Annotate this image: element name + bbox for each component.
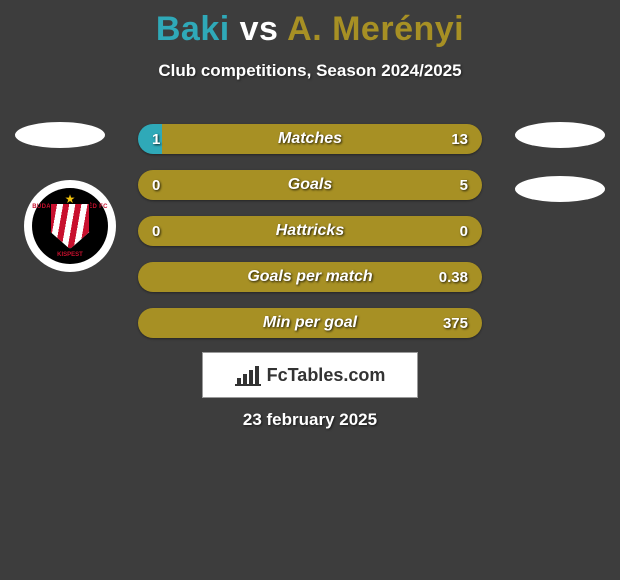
comparison-title: Baki vs A. Merényi <box>0 0 620 49</box>
badge-text-bottom: KISPEST <box>57 252 83 258</box>
stat-row-hattricks: 00Hattricks <box>138 216 482 246</box>
stat-row-goals-per-match: 0.38Goals per match <box>138 262 482 292</box>
title-player-left: Baki <box>156 10 230 48</box>
club-badge-inner: ★ BUDAPEST HONVÉD FC KISPEST <box>32 188 108 264</box>
title-vs: vs <box>230 10 287 48</box>
player-left-club-badge: ★ BUDAPEST HONVÉD FC KISPEST <box>24 180 116 272</box>
brand-text: FcTables.com <box>267 365 386 386</box>
stat-row-matches: 113Matches <box>138 124 482 154</box>
stat-bar-right <box>138 216 482 246</box>
badge-shield-icon <box>50 203 90 249</box>
stat-row-goals: 05Goals <box>138 170 482 200</box>
stat-bar-right <box>138 308 482 338</box>
stat-bar-right <box>138 262 482 292</box>
player-left-photo-placeholder <box>15 122 105 148</box>
stat-bar-right <box>162 124 482 154</box>
stat-bar-right <box>138 170 482 200</box>
snapshot-date: 23 february 2025 <box>0 410 620 430</box>
stat-row-min-per-goal: 375Min per goal <box>138 308 482 338</box>
title-player-right: A. Merényi <box>287 10 464 48</box>
brand-box: FcTables.com <box>202 352 418 398</box>
player-right-club-placeholder <box>515 176 605 202</box>
player-right-photo-placeholder <box>515 122 605 148</box>
stats-bars: 113Matches 05Goals 00Hattricks 0.38Goals pe… <box>138 124 482 354</box>
subtitle: Club competitions, Season 2024/2025 <box>0 61 620 81</box>
stat-bar-left <box>138 124 162 154</box>
brand-bars-icon <box>235 365 261 385</box>
